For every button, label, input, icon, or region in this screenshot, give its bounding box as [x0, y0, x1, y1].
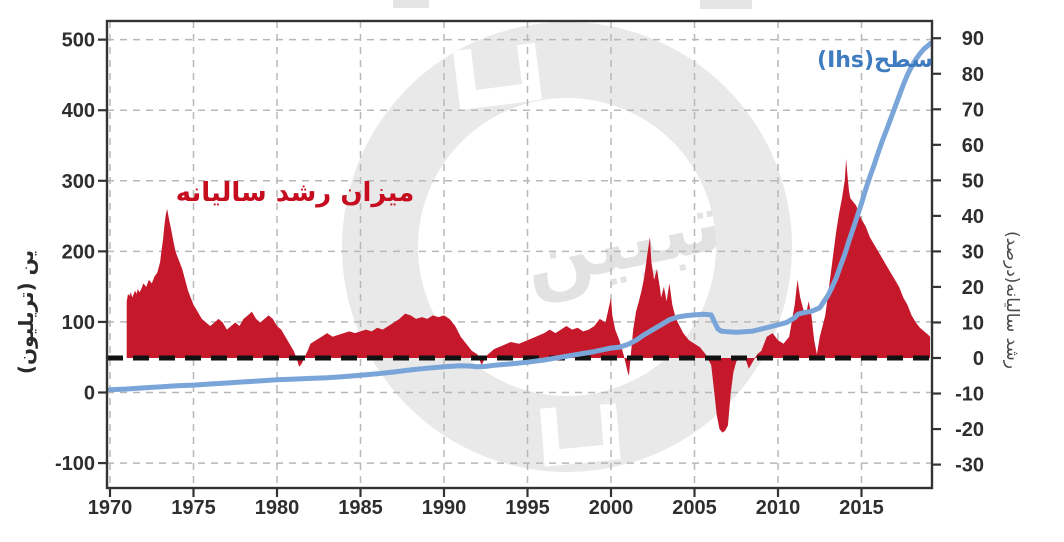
x-tick-label: 2010 [756, 497, 801, 519]
right-tick-label: -30 [955, 455, 984, 477]
plot-frame [105, 19, 934, 490]
watermark-fragment [700, 0, 752, 9]
left-tick-label: 400 [62, 100, 95, 122]
right-tick-label: 90 [962, 28, 984, 50]
right-tick-label: -10 [955, 384, 984, 406]
left-tick-label: 100 [62, 312, 95, 334]
blue-series-label: سطح(Ihs) [817, 48, 933, 73]
right-tick-label: 80 [962, 64, 984, 86]
watermark-glyph-top [453, 42, 543, 111]
x-tick-label: 2005 [672, 497, 717, 519]
x-tick-label: 1985 [338, 497, 383, 519]
watermark-ring [342, 22, 792, 472]
growth-area-series [126, 159, 930, 433]
right-tick-label: 30 [962, 241, 984, 263]
watermark-glyph-bottom [540, 403, 621, 467]
left-tick-label: 200 [62, 241, 95, 263]
red-series-label: میزان رشد سالیانه [175, 178, 415, 208]
right-tick-label: 0 [973, 348, 984, 370]
x-tick-label: 1975 [171, 497, 216, 519]
right-tick-label: 60 [962, 135, 984, 157]
right-tick-label: -20 [955, 419, 984, 441]
watermark-fragment [393, 0, 429, 8]
left-tick-label: 300 [62, 171, 95, 193]
left-tick-label: 0 [84, 383, 95, 405]
left-tick-label: -100 [55, 453, 95, 475]
level-line-series [107, 40, 934, 393]
x-tick-label: 2015 [839, 497, 884, 519]
x-tick-label: 2000 [589, 497, 634, 519]
right-tick-label: 50 [962, 170, 984, 192]
x-tick-label: 1995 [505, 497, 550, 519]
right-tick-label: 40 [962, 206, 984, 228]
x-tick-label: 1990 [422, 497, 467, 519]
left-axis-title: ین (تریلیون) [14, 249, 38, 375]
right-tick-label: 70 [962, 99, 984, 121]
x-tick-label: 1970 [88, 497, 133, 519]
right-tick-label: 10 [962, 312, 984, 334]
right-axis-title: رشد سالیانه(درصد) [1002, 231, 1022, 369]
left-tick-label: 500 [62, 30, 95, 52]
right-tick-label: 20 [962, 277, 984, 299]
x-tick-label: 1980 [255, 497, 300, 519]
